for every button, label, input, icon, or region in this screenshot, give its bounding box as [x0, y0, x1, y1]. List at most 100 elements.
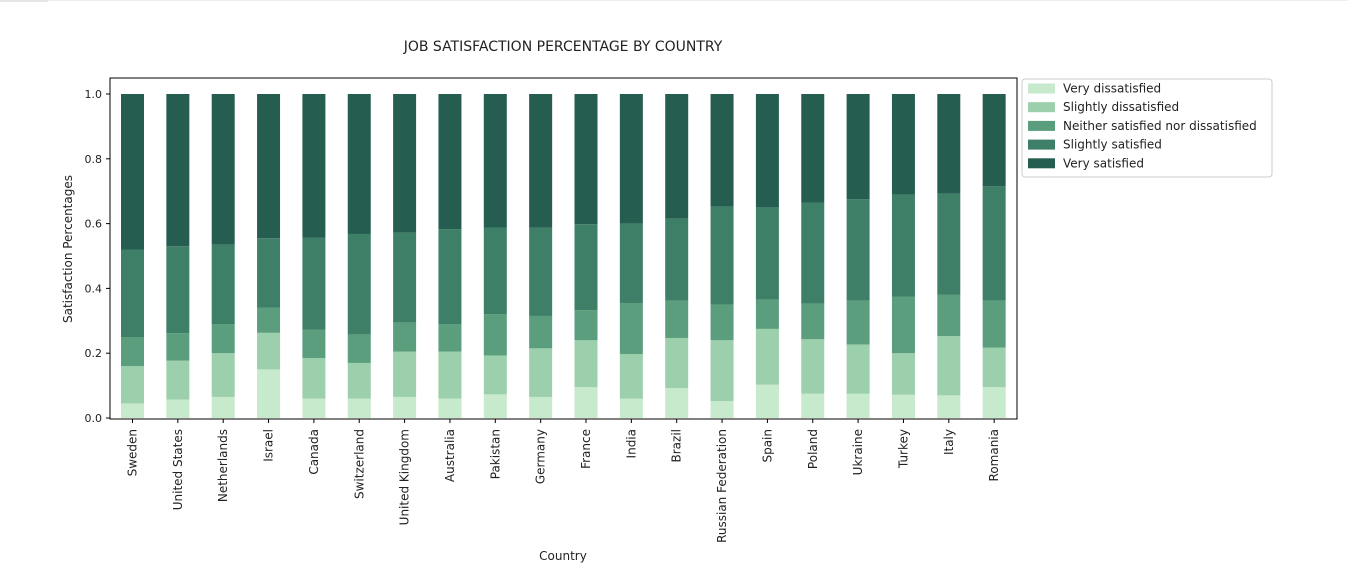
bar-italy-very-dissatisfied [937, 395, 961, 418]
bar-france-slightly-satisfied [574, 224, 598, 311]
cell-divider [48, 0, 1348, 1]
bar-italy-slightly-dissatisfied [937, 336, 961, 396]
bar-poland-slightly-satisfied [801, 202, 825, 304]
bar-united-kingdom-very-satisfied [393, 94, 417, 233]
legend-frame [1021, 78, 1273, 178]
bar-germany-very-dissatisfied [529, 396, 553, 418]
y-axis: 0.0 0.2 0.4 0.6 0.8 1.0 [85, 88, 110, 425]
x-tick-label-india: India [624, 429, 638, 458]
bar-united-states-slightly-dissatisfied [166, 360, 190, 400]
x-tick-label-germany: Germany [534, 429, 548, 484]
x-tick-label-poland: Poland [806, 429, 820, 469]
bar-russian-federation-slightly-dissatisfied [710, 340, 734, 402]
bar-sweden-neither-satisfied-nor-dissatisfied [121, 337, 144, 367]
x-tick-label-romania: Romania [987, 429, 1001, 481]
legend-swatch-very-satisfied [1028, 158, 1055, 169]
bar-brazil-slightly-satisfied [665, 218, 689, 301]
x-axis-label: Country [539, 549, 587, 563]
bar-russian-federation-slightly-satisfied [710, 206, 734, 305]
y-tick-label: 0.6 [85, 218, 103, 231]
bar-germany-slightly-satisfied [529, 227, 553, 316]
x-tick-label-france: France [579, 429, 593, 469]
bar-sweden-slightly-dissatisfied [121, 366, 144, 404]
bar-australia-slightly-satisfied [438, 229, 462, 325]
bar-united-kingdom-slightly-dissatisfied [393, 351, 417, 397]
bar-italy-neither-satisfied-nor-dissatisfied [937, 294, 961, 337]
x-tick-label-switzerland: Switzerland [352, 429, 366, 499]
bar-israel-neither-satisfied-nor-dissatisfied [257, 307, 281, 333]
cell-prompt-area [0, 0, 48, 2]
bar-germany-very-satisfied [529, 94, 553, 228]
bar-turkey-slightly-satisfied [891, 194, 915, 297]
plot-frame [109, 77, 1018, 420]
bar-sweden-slightly-satisfied [121, 249, 144, 337]
x-tick-label-netherlands: Netherlands [216, 429, 230, 502]
bar-romania-slightly-satisfied [982, 186, 1006, 301]
bar-france-very-satisfied [574, 94, 598, 225]
bars-group [121, 94, 1006, 418]
legend-swatch-neither-satisfied-nor-dissatisfied [1028, 120, 1055, 131]
bar-united-states-very-satisfied [166, 94, 190, 247]
x-tick-label-brazil: Brazil [670, 429, 684, 463]
bar-turkey-very-satisfied [891, 94, 915, 195]
bar-ukraine-neither-satisfied-nor-dissatisfied [846, 300, 870, 345]
x-tick-label-australia: Australia [443, 429, 457, 482]
x-tick-label-pakistan: Pakistan [488, 429, 502, 479]
bar-netherlands-very-dissatisfied [211, 396, 235, 418]
bar-brazil-neither-satisfied-nor-dissatisfied [665, 300, 689, 338]
x-tick-label-israel: Israel [262, 429, 276, 462]
bar-spain-very-satisfied [755, 94, 779, 208]
bar-netherlands-neither-satisfied-nor-dissatisfied [211, 324, 235, 354]
x-tick-label-russian-federation: Russian Federation [715, 429, 729, 543]
y-tick-label: 0.0 [85, 412, 103, 425]
bar-united-kingdom-neither-satisfied-nor-dissatisfied [393, 322, 417, 352]
bar-spain-very-dissatisfied [755, 384, 779, 418]
bar-netherlands-very-satisfied [211, 94, 235, 245]
bar-united-states-neither-satisfied-nor-dissatisfied [166, 333, 190, 361]
bar-india-neither-satisfied-nor-dissatisfied [619, 302, 643, 355]
bar-united-kingdom-very-dissatisfied [393, 396, 417, 418]
bar-brazil-very-satisfied [665, 94, 689, 219]
bar-australia-slightly-dissatisfied [438, 351, 462, 399]
bar-israel-very-dissatisfied [257, 369, 281, 418]
bar-india-very-satisfied [619, 94, 643, 224]
y-tick-label: 0.2 [85, 347, 103, 360]
legend-label-very-satisfied: Very satisfied [1063, 156, 1144, 170]
x-tick-label-sweden: Sweden [126, 429, 140, 476]
bar-turkey-very-dissatisfied [891, 394, 915, 418]
bar-ukraine-very-satisfied [846, 94, 870, 200]
bar-ukraine-slightly-dissatisfied [846, 344, 870, 394]
bar-russian-federation-very-dissatisfied [710, 401, 734, 418]
bar-germany-neither-satisfied-nor-dissatisfied [529, 315, 553, 349]
bar-poland-very-dissatisfied [801, 393, 825, 418]
y-axis-label: Satisfaction Percentages [61, 175, 75, 323]
bar-brazil-slightly-dissatisfied [665, 337, 689, 389]
bar-spain-slightly-dissatisfied [755, 328, 779, 385]
bar-netherlands-slightly-dissatisfied [211, 353, 235, 397]
y-tick-label: 1.0 [85, 88, 103, 101]
bar-switzerland-neither-satisfied-nor-dissatisfied [347, 334, 371, 363]
bar-canada-neither-satisfied-nor-dissatisfied [302, 329, 326, 359]
bar-pakistan-slightly-dissatisfied [483, 355, 507, 395]
bar-pakistan-very-dissatisfied [483, 394, 507, 418]
bar-pakistan-slightly-satisfied [483, 227, 507, 315]
bar-romania-very-dissatisfied [982, 387, 1006, 418]
bar-netherlands-slightly-satisfied [211, 244, 235, 325]
legend: Very dissatisfied Slightly dissatisfied Ne… [1021, 78, 1273, 178]
legend-swatch-slightly-satisfied [1028, 139, 1055, 150]
bar-romania-slightly-dissatisfied [982, 347, 1006, 388]
bar-israel-slightly-satisfied [257, 238, 281, 308]
bar-australia-neither-satisfied-nor-dissatisfied [438, 324, 462, 352]
x-tick-label-canada: Canada [307, 429, 321, 475]
bar-spain-neither-satisfied-nor-dissatisfied [755, 299, 779, 329]
bar-pakistan-neither-satisfied-nor-dissatisfied [483, 314, 507, 356]
legend-label-very-dissatisfied: Very dissatisfied [1063, 82, 1161, 96]
bar-france-slightly-dissatisfied [574, 340, 598, 388]
bar-italy-very-satisfied [937, 94, 961, 194]
x-tick-label-united-states: United States [171, 429, 185, 510]
bar-israel-very-satisfied [257, 94, 281, 239]
bar-russian-federation-very-satisfied [710, 94, 734, 207]
bar-united-kingdom-slightly-satisfied [393, 232, 417, 323]
bar-poland-slightly-dissatisfied [801, 339, 825, 394]
